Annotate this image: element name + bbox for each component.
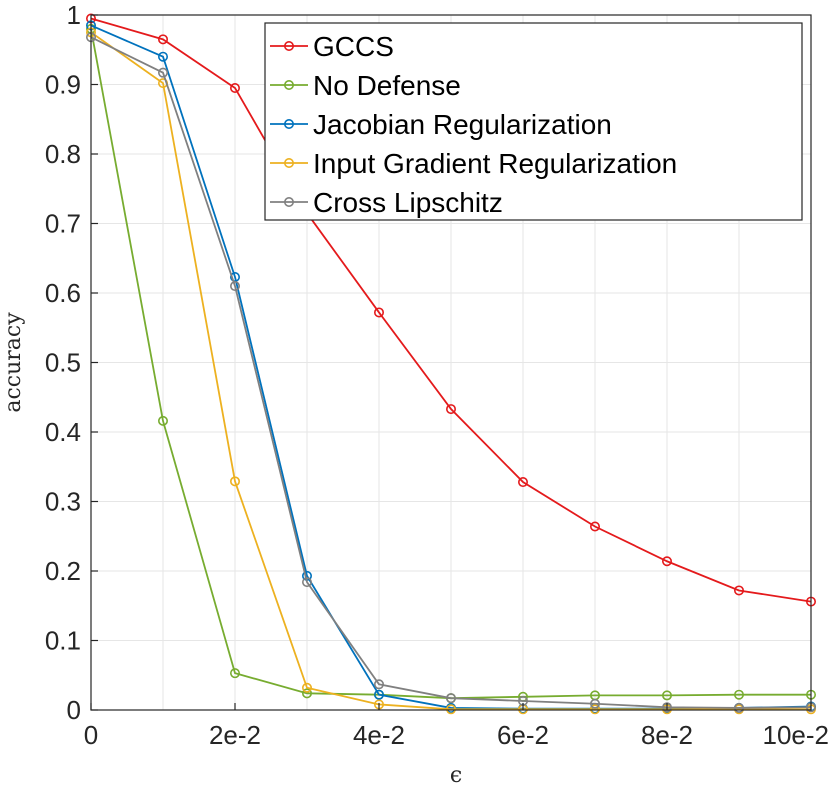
legend-swatch-marker: [283, 80, 294, 91]
legend-label: No Defense: [313, 70, 461, 101]
data-point: [445, 404, 456, 415]
legend-label: Jacobian Regularization: [313, 109, 612, 140]
data-point: [589, 521, 600, 532]
series-line: [90, 36, 812, 709]
legend-label: GCCS: [313, 31, 394, 62]
data-point: [373, 679, 384, 690]
data-point: [517, 477, 528, 488]
data-point: [733, 689, 744, 700]
tick-labels: 0 0.1 0.2 0.3 0.4 0.5 0.6 0.7 0.8 0.9 1 0 2e-2 4e-2 6e…: [45, 0, 829, 750]
series-layer: [86, 13, 816, 715]
y-axis-label: accuracy: [1, 312, 26, 413]
y-tick-label: 1: [67, 0, 81, 30]
x-axis-label: ϵ: [450, 763, 462, 788]
legend-item: Jacobian Regularization: [270, 109, 612, 140]
data-point: [230, 281, 241, 292]
y-tick-label: 0.1: [45, 626, 81, 656]
x-tick-label: 8e-2: [641, 720, 693, 750]
y-tick-label: 0.9: [45, 70, 81, 100]
data-point: [230, 82, 241, 93]
legend-swatch-marker: [283, 197, 294, 208]
x-tick-label: 6e-2: [497, 720, 549, 750]
legend-swatch-marker: [283, 40, 294, 51]
data-point: [661, 690, 672, 701]
data-point: [445, 693, 456, 704]
data-point: [158, 415, 169, 426]
data-point: [373, 307, 384, 318]
legend-swatch-marker: [283, 158, 294, 169]
y-tick-label: 0.2: [45, 556, 81, 586]
data-point: [589, 704, 600, 715]
data-point: [230, 476, 241, 487]
data-point: [230, 668, 241, 679]
data-point: [733, 702, 744, 713]
y-tick-label: 0.7: [45, 209, 81, 239]
legend: GCCS No Defense Jacobian Regularization Inp…: [264, 22, 803, 221]
y-tick-label: 0.4: [45, 417, 81, 447]
x-tick-label: 10e-2: [763, 720, 830, 750]
series-line: [90, 31, 811, 711]
legend-item: Cross Lipschitz: [270, 187, 503, 218]
y-tick-label: 0.6: [45, 278, 81, 308]
legend-swatch-marker: [283, 119, 294, 130]
x-tick-label: 4e-2: [353, 720, 405, 750]
series-line: [90, 17, 812, 603]
x-tick-label: 2e-2: [209, 720, 261, 750]
y-tick-label: 0: [67, 695, 81, 725]
series-line: [90, 24, 812, 710]
data-point: [158, 51, 169, 62]
legend-box: [264, 22, 803, 221]
data-point: [158, 67, 169, 78]
data-point: [445, 704, 456, 715]
data-point: [661, 556, 672, 567]
data-point: [301, 577, 312, 588]
data-point: [158, 34, 169, 45]
y-tick-label: 0.3: [45, 487, 81, 517]
data-point: [589, 698, 600, 709]
y-tick-label: 0.5: [45, 348, 81, 378]
legend-item: Input Gradient Regularization: [270, 148, 677, 179]
series-gccs: [86, 13, 816, 607]
legend-label: Cross Lipschitz: [313, 187, 503, 218]
data-point: [733, 585, 744, 596]
legend-item: No Defense: [270, 70, 461, 101]
data-point: [301, 682, 312, 693]
data-point: [301, 688, 312, 699]
data-point: [373, 689, 384, 700]
y-tick-label: 0.8: [45, 139, 81, 169]
legend-label: Input Gradient Regularization: [313, 148, 677, 179]
x-tick-label: 0: [84, 720, 98, 750]
legend-item: GCCS: [270, 31, 394, 62]
